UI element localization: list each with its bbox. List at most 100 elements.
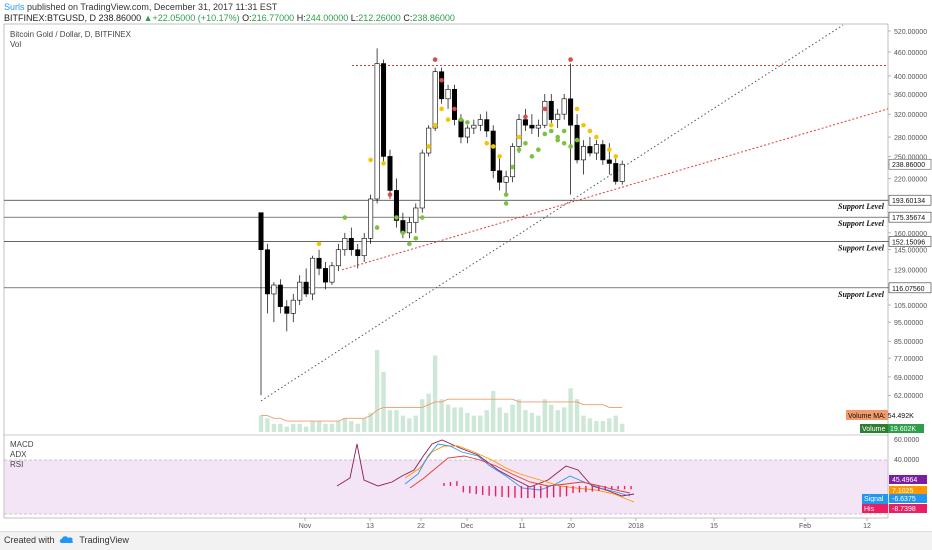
- volume-bar: [465, 412, 470, 432]
- indicator-tag-label-bg: [862, 504, 888, 513]
- candle-body: [387, 156, 393, 191]
- y-tick-label: 400.00000: [894, 74, 927, 81]
- candle-body: [419, 152, 425, 209]
- signal-dot: [503, 201, 509, 206]
- y-tick-label: 520.00000: [894, 29, 927, 36]
- volume-bar: [613, 415, 618, 432]
- rsi-band: [4, 460, 888, 514]
- candle-body: [451, 88, 457, 120]
- candle-body: [432, 71, 438, 129]
- signal-dot: [432, 57, 438, 62]
- x-tick-label: 11: [518, 523, 525, 530]
- volume-bar: [491, 391, 496, 432]
- volume-bar: [549, 404, 554, 432]
- volume-bar: [310, 421, 315, 432]
- indicator-tag-value-bg: [889, 504, 927, 513]
- candle-body: [393, 190, 399, 221]
- candle-body: [297, 281, 303, 301]
- candle-body: [606, 159, 612, 164]
- candle-body: [271, 284, 277, 295]
- y-tick-label: 129.00000: [894, 268, 927, 275]
- indicator-tag-label: Signal: [864, 496, 884, 503]
- adx-label: ADX: [10, 450, 27, 459]
- support-price-tag: [888, 194, 932, 206]
- candle-body: [555, 113, 561, 120]
- volume-bar: [413, 415, 418, 432]
- candle-body: [574, 124, 580, 161]
- candle-body: [497, 170, 503, 183]
- tradingview-brand[interactable]: TradingView: [79, 535, 129, 545]
- candle-body: [258, 212, 264, 251]
- candle-body: [619, 163, 625, 182]
- open-label: O:: [242, 13, 252, 23]
- support-price-tag: [888, 282, 932, 294]
- candle-body: [522, 119, 528, 126]
- up-arrow-icon: ▲: [143, 13, 153, 23]
- price-chart[interactable]: 520.00000 460.00000 400.00000 360.00000 320.…: [0, 0, 932, 532]
- indicator-tag-value: 45.4964: [892, 477, 917, 484]
- support-price-tag-text: 152.15096: [892, 239, 925, 246]
- black-trend-line: [260, 24, 844, 402]
- volume-bar: [265, 418, 270, 432]
- signal-dot: [374, 225, 380, 230]
- signal-dot: [555, 137, 560, 143]
- signal-dot: [342, 215, 348, 220]
- signal-dot: [561, 140, 567, 146]
- indicator-tag-value: 7.1025: [892, 488, 914, 495]
- signal-dot: [613, 154, 619, 159]
- close-value: 238.86000: [412, 13, 455, 23]
- volume-bar: [394, 410, 399, 432]
- y-tick-label: 460.00000: [894, 50, 927, 57]
- publish-info: Surls published on TradingView.com, Dece…: [4, 2, 277, 12]
- candle-body: [542, 100, 548, 126]
- signal-dot: [368, 157, 373, 163]
- author-link[interactable]: Surls: [4, 2, 25, 12]
- signal-dot: [458, 117, 464, 122]
- signal-dot: [439, 106, 444, 112]
- signal-dot: [516, 134, 522, 140]
- volume-tag-value: 19.602K: [890, 426, 916, 433]
- signal-dot: [536, 147, 541, 153]
- indicator-tag-label-bg: [862, 494, 888, 503]
- signal-dot: [523, 114, 528, 120]
- signal-dot: [400, 230, 406, 236]
- candle-body: [322, 268, 328, 283]
- volume-bar: [600, 421, 606, 432]
- volume-tag-label: Volume: [862, 426, 885, 433]
- volume-bar: [607, 418, 612, 432]
- volume-bar: [323, 423, 328, 432]
- volume-bar: [478, 415, 483, 432]
- last-price: 238.86000: [98, 13, 142, 23]
- volume-bar: [471, 415, 477, 432]
- open-value: 216.77000: [251, 13, 295, 23]
- volume-bar: [523, 410, 528, 432]
- y-tick-label: 85.00000: [894, 339, 923, 346]
- candle-body: [264, 249, 270, 295]
- candle-body: [284, 306, 290, 314]
- y-tick-label: 280.00000: [894, 135, 927, 142]
- signal-dot: [561, 128, 567, 134]
- signal-dot: [432, 122, 438, 128]
- indicator-tag-value-bg: [889, 494, 927, 503]
- volume-bar: [594, 421, 599, 432]
- volume-bar: [484, 410, 489, 432]
- volume-bar: [368, 412, 373, 432]
- last-price-tag-text: 238.86000: [892, 162, 925, 169]
- signal-dot: [413, 235, 419, 241]
- signal-dot: [574, 137, 580, 143]
- signal-dot: [381, 161, 386, 166]
- support-price-tag-text: 175.35674: [892, 215, 925, 222]
- created-with-label: Created with: [4, 535, 55, 545]
- signal-dot: [465, 120, 470, 125]
- volume-bar: [336, 421, 341, 432]
- ind-y-tick: 60.0000: [894, 437, 919, 444]
- x-tick-label: 22: [417, 523, 425, 530]
- candle-body: [439, 71, 445, 100]
- candle-body: [464, 127, 470, 138]
- x-tick-label: 2018: [628, 523, 644, 530]
- indicator-tag-value-bg: [889, 486, 927, 495]
- volume-bar: [510, 404, 515, 432]
- published-text: published on TradingView.com, December 3…: [24, 2, 278, 12]
- candle-body: [303, 281, 309, 295]
- y-tick-label: 69.00000: [894, 375, 923, 382]
